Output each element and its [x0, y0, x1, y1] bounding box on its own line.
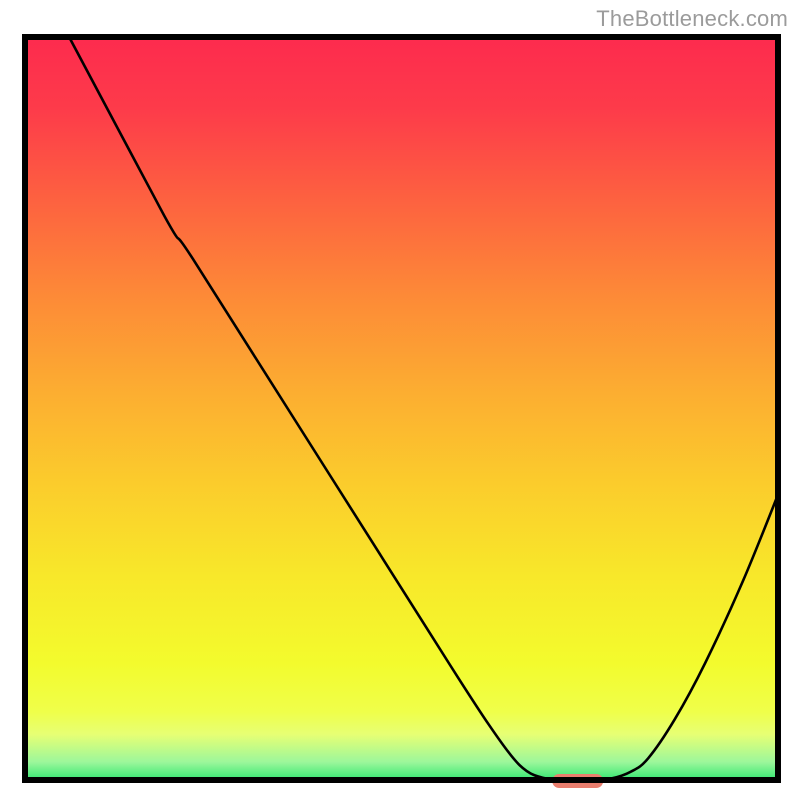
curve-line — [68, 34, 781, 780]
watermark-text: TheBottleneck.com — [596, 6, 788, 32]
plot-area — [22, 34, 781, 783]
chart-container: TheBottleneck.com — [0, 0, 800, 800]
optimal-marker — [552, 774, 604, 788]
line-layer — [22, 34, 781, 783]
